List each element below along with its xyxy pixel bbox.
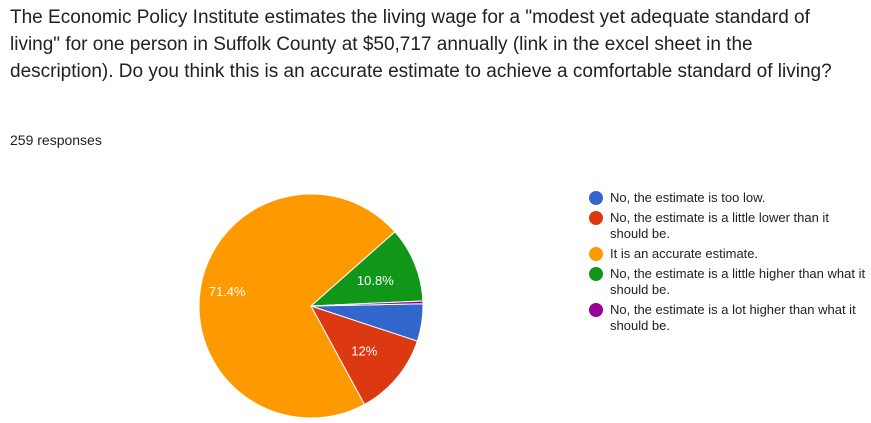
chart-legend: No, the estimate is too low. No, the esti… bbox=[589, 190, 869, 338]
legend-label: No, the estimate is a little higher than… bbox=[610, 266, 866, 297]
legend-label: No, the estimate is a little lower than … bbox=[610, 210, 829, 241]
question-title: The Economic Policy Institute estimates … bbox=[10, 7, 832, 82]
legend-label: No, the estimate is too low. bbox=[610, 190, 766, 205]
legend-dot-icon bbox=[589, 267, 603, 281]
response-count: 259 responses bbox=[10, 132, 102, 148]
data-label-little-higher: 10.8% bbox=[357, 273, 394, 288]
data-label-accurate: 71.4% bbox=[209, 284, 246, 299]
legend-dot-icon bbox=[589, 303, 603, 317]
legend-item-little-lower[interactable]: No, the estimate is a little lower than … bbox=[589, 210, 869, 242]
legend-label: It is an accurate estimate. bbox=[610, 246, 759, 261]
pie-slice-accurate[interactable] bbox=[198, 193, 396, 419]
pie-slice-lot-higher[interactable] bbox=[310, 300, 424, 307]
legend-item-too-low[interactable]: No, the estimate is too low. bbox=[589, 190, 869, 206]
legend-item-accurate[interactable]: It is an accurate estimate. bbox=[589, 246, 869, 262]
legend-dot-icon bbox=[589, 191, 603, 205]
legend-item-lot-higher[interactable]: No, the estimate is a lot higher than wh… bbox=[589, 302, 869, 334]
pie-slice-little-lower[interactable] bbox=[309, 305, 418, 406]
legend-label: No, the estimate is a lot higher than wh… bbox=[610, 302, 856, 333]
legend-item-little-higher[interactable]: No, the estimate is a little higher than… bbox=[589, 266, 869, 298]
legend-dot-icon bbox=[589, 247, 603, 261]
legend-dot-icon bbox=[589, 211, 603, 225]
data-label-little-lower: 12% bbox=[351, 344, 377, 359]
pie-slice-little-higher[interactable] bbox=[309, 231, 424, 307]
